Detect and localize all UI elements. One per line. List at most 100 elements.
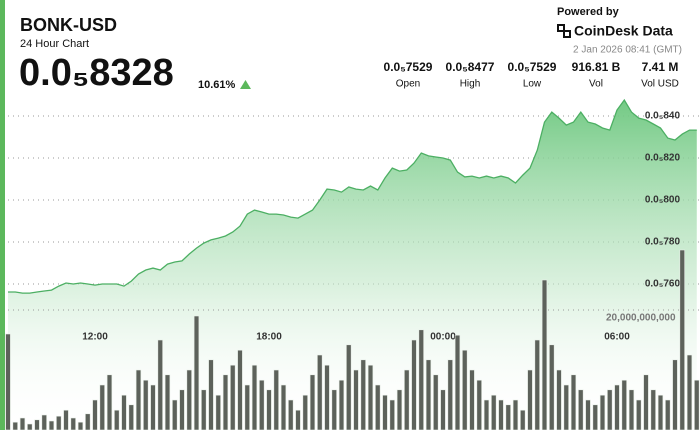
price: 0.0₅8328 bbox=[19, 52, 174, 94]
x-tick-label: 18:00 bbox=[256, 332, 282, 343]
volume-bar bbox=[157, 339, 163, 430]
x-tick-label: 00:00 bbox=[430, 332, 456, 343]
stat-value: 916.81 B bbox=[572, 60, 621, 74]
volume-bar bbox=[375, 384, 381, 430]
volume-bar bbox=[476, 379, 482, 430]
volume-bar bbox=[186, 369, 192, 430]
volume-bar bbox=[440, 389, 446, 430]
volume-bar bbox=[534, 339, 540, 430]
powered-by: Powered by bbox=[557, 6, 620, 18]
volume-bar bbox=[367, 364, 374, 430]
volume-bar bbox=[266, 389, 272, 430]
volume-bar bbox=[106, 374, 113, 430]
volume-bar bbox=[244, 384, 250, 430]
change: 10.61% bbox=[198, 79, 236, 91]
volume-bar bbox=[396, 389, 403, 430]
volume-bar bbox=[114, 409, 120, 430]
volume-bar bbox=[172, 399, 178, 430]
volume-bar bbox=[150, 384, 156, 430]
volume-bar bbox=[135, 369, 142, 430]
volume-bar bbox=[12, 421, 18, 430]
volume-bar bbox=[331, 389, 337, 430]
volume-bar bbox=[309, 374, 316, 430]
volume-bar bbox=[179, 389, 185, 430]
volume-bar bbox=[404, 369, 410, 430]
volume-bar bbox=[650, 389, 656, 430]
brand: CoinDesk Data bbox=[574, 23, 673, 39]
volume-bar bbox=[48, 420, 55, 430]
volume-bar bbox=[77, 421, 84, 430]
volume-bar bbox=[273, 369, 279, 430]
volume-bar bbox=[230, 364, 236, 430]
y-tick-label: 0.0₅760 bbox=[645, 279, 681, 290]
stat-label: Vol USD bbox=[641, 79, 679, 90]
volume-bar bbox=[665, 399, 671, 430]
volume-bar bbox=[527, 369, 533, 430]
volume-bar bbox=[237, 349, 243, 430]
volume-bar bbox=[433, 374, 439, 430]
volume-bar bbox=[280, 384, 287, 430]
volume-bar bbox=[215, 394, 221, 430]
volume-bar bbox=[143, 379, 149, 430]
volume-bar bbox=[614, 384, 620, 430]
logo-icon bbox=[557, 24, 571, 38]
volume-bar bbox=[19, 417, 26, 430]
volume-bar bbox=[295, 409, 301, 430]
volume-bar bbox=[483, 399, 490, 430]
volume-bar bbox=[491, 394, 497, 430]
plot: 12:00 18:00 00:00 06:00 0.0₅840 0.0₅820 0.0₅80… bbox=[5, 98, 700, 430]
volume-bar bbox=[541, 279, 548, 430]
volume-bar bbox=[643, 374, 649, 430]
volume-bar bbox=[201, 389, 207, 430]
volume-bar bbox=[121, 394, 127, 430]
volume-bar bbox=[599, 394, 606, 430]
volume-bar bbox=[99, 384, 105, 430]
volume-bar bbox=[338, 379, 345, 430]
volume-bar bbox=[164, 374, 171, 430]
volume-bar bbox=[302, 394, 308, 430]
y-tick-label: 0.0₅840 bbox=[645, 111, 681, 122]
up-arrow bbox=[240, 80, 251, 89]
volume-bar bbox=[672, 359, 678, 430]
volume-bar bbox=[679, 249, 685, 430]
volume-bar bbox=[259, 379, 265, 430]
volume-bar bbox=[324, 364, 330, 430]
y-tick-label: 0.0₅780 bbox=[645, 237, 681, 248]
stat-label: Low bbox=[523, 79, 542, 90]
y-tick-label: 20,000,000,000 bbox=[606, 313, 676, 324]
volume-bar bbox=[454, 334, 461, 430]
volume-bar bbox=[360, 359, 366, 430]
volume-bar bbox=[353, 369, 359, 430]
volume-bar bbox=[570, 374, 577, 430]
volume-bar bbox=[418, 329, 424, 430]
volume-bar bbox=[549, 344, 555, 430]
volume-bar bbox=[469, 369, 475, 430]
stat-label: High bbox=[460, 79, 481, 90]
volume-bar bbox=[411, 339, 417, 430]
volume-bar bbox=[193, 315, 200, 430]
volume-bar bbox=[636, 399, 642, 430]
volume-bar bbox=[512, 399, 519, 430]
x-tick-label: 06:00 bbox=[604, 332, 630, 343]
volume-bar bbox=[34, 419, 40, 430]
price-line bbox=[8, 98, 697, 294]
volume-bar bbox=[92, 399, 98, 430]
stat-value: 0.0₅7529 bbox=[508, 60, 557, 74]
volume-bar bbox=[505, 404, 511, 430]
volume-bar bbox=[208, 359, 214, 430]
volume-bar bbox=[27, 423, 33, 430]
volume-bar bbox=[5, 333, 11, 430]
volume-bar bbox=[585, 399, 591, 430]
volume-bar bbox=[578, 389, 584, 430]
accent-bar bbox=[0, 0, 5, 430]
volume-bar bbox=[56, 415, 62, 430]
volume-bar bbox=[85, 413, 91, 430]
stat-label: Vol bbox=[589, 79, 603, 90]
x-tick-label: 12:00 bbox=[82, 332, 108, 343]
volume-bar bbox=[41, 414, 47, 430]
y-tick-label: 0.0₅800 bbox=[645, 195, 681, 206]
price-area bbox=[8, 100, 697, 430]
volume-bar bbox=[621, 379, 627, 430]
volume-bar bbox=[592, 404, 598, 430]
volume-bar bbox=[222, 374, 229, 430]
